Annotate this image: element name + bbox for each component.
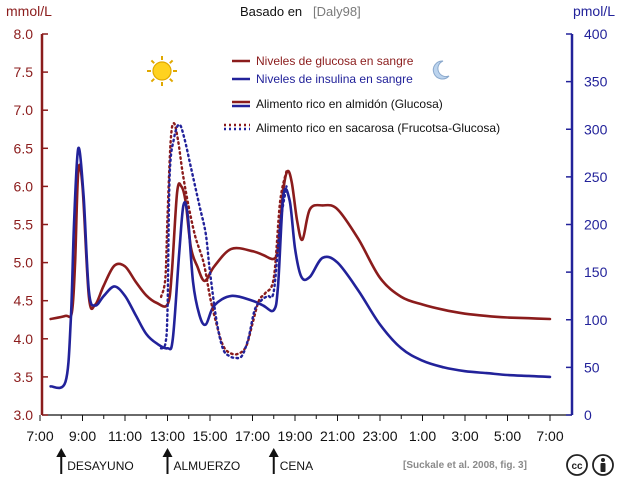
legend-label-starch: Alimento rico en almidón (Glucosa) bbox=[256, 97, 443, 111]
right-axis-unit: pmol/L bbox=[573, 3, 615, 19]
right-tick-label: 0 bbox=[584, 407, 592, 423]
right-tick-label: 200 bbox=[584, 217, 608, 233]
x-tick-label: 7:00 bbox=[536, 428, 563, 444]
left-tick-label: 6.5 bbox=[14, 140, 34, 156]
svg-text:cc: cc bbox=[571, 461, 583, 472]
x-tick-label: 5:00 bbox=[494, 428, 521, 444]
right-tick-label: 100 bbox=[584, 312, 608, 328]
meal-label: ALMUERZO bbox=[174, 459, 241, 473]
moon-icon bbox=[432, 60, 450, 80]
x-tick-label: 13:00 bbox=[150, 428, 185, 444]
meal-markers: DESAYUNO ALMUERZO CENA bbox=[56, 448, 313, 474]
chart-title: Basado en bbox=[240, 4, 302, 19]
left-tick-label: 5.5 bbox=[14, 217, 34, 233]
meal-label: DESAYUNO bbox=[67, 459, 133, 473]
left-tick-label: 3.0 bbox=[14, 407, 34, 423]
right-tick-label: 400 bbox=[584, 26, 608, 42]
right-tick-label: 150 bbox=[584, 264, 608, 280]
legend-label-sucrose: Alimento rico en sacarosa (Frucotsa-Gluc… bbox=[256, 121, 500, 135]
x-tick-label: 15:00 bbox=[192, 428, 227, 444]
legend-item-glucose: Niveles de glucosa en sangre bbox=[232, 54, 414, 68]
x-tick-label: 17:00 bbox=[235, 428, 270, 444]
left-tick-label: 7.0 bbox=[14, 102, 34, 118]
arrow-head bbox=[162, 448, 173, 457]
x-tick-label: 1:00 bbox=[409, 428, 436, 444]
x-tick-label: 11:00 bbox=[108, 428, 142, 444]
left-tick-label: 6.0 bbox=[14, 178, 34, 194]
legend-item-starch: Alimento rico en almidón (Glucosa) bbox=[232, 97, 443, 111]
series-layer bbox=[49, 122, 552, 390]
left-tick-label: 5.0 bbox=[14, 255, 34, 271]
meal-marker-cena: CENA bbox=[268, 448, 313, 474]
cc-icon: cc bbox=[566, 454, 588, 476]
legend-label-insulin: Niveles de insulina en sangre bbox=[256, 72, 413, 86]
right-tick-label: 50 bbox=[584, 359, 600, 375]
left-tick-label: 4.0 bbox=[14, 331, 34, 347]
meal-marker-desayuno: DESAYUNO bbox=[56, 448, 134, 474]
left-tick-label: 3.5 bbox=[14, 369, 34, 385]
chart-title-source: [Daly98] bbox=[313, 4, 361, 19]
left-tick-label: 7.5 bbox=[14, 64, 34, 80]
x-tick-label: 7:00 bbox=[26, 428, 53, 444]
sun-icon bbox=[147, 56, 177, 86]
x-tick-label: 19:00 bbox=[277, 428, 312, 444]
left-tick-label: 4.5 bbox=[14, 293, 34, 309]
meal-label: CENA bbox=[280, 459, 313, 473]
by-icon bbox=[592, 454, 614, 476]
x-tick-label: 23:00 bbox=[362, 428, 397, 444]
right-tick-label: 300 bbox=[584, 121, 608, 137]
insulin-starch-series-line bbox=[49, 146, 552, 390]
x-tick-label: 3:00 bbox=[451, 428, 478, 444]
citation: [Suckale et al. 2008, fig. 3] bbox=[403, 460, 527, 471]
left-axis-ticks: 3.0 3.5 4.0 4.5 5.0 5.5 6.0 6.5 7.0 7.5 8.0 bbox=[14, 26, 48, 423]
right-tick-label: 350 bbox=[584, 74, 608, 90]
right-axis-ticks: 0 50 100 150 200 250 300 350 400 bbox=[566, 26, 608, 423]
legend-item-sucrose: Alimento rico en sacarosa (Frucotsa-Gluc… bbox=[224, 121, 500, 135]
x-axis-ticks: 7:00 9:00 11:00 13:00 15:00 17:00 19:00 21:00 23… bbox=[26, 415, 564, 444]
x-tick-label: 21:00 bbox=[320, 428, 355, 444]
left-tick-label: 8.0 bbox=[14, 26, 34, 42]
x-tick-label: 9:00 bbox=[69, 428, 96, 444]
arrow-head bbox=[56, 448, 67, 457]
arrow-head bbox=[268, 448, 279, 457]
legend: Niveles de glucosa en sangre Niveles de … bbox=[224, 54, 500, 135]
insulin-sucrose-series-line bbox=[159, 123, 288, 360]
glucose-sucrose-series-line bbox=[159, 122, 288, 356]
meal-marker-almuerzo: ALMUERZO bbox=[162, 448, 241, 474]
right-tick-label: 250 bbox=[584, 169, 608, 185]
left-axis-unit: mmol/L bbox=[6, 3, 52, 19]
legend-item-insulin: Niveles de insulina en sangre bbox=[232, 72, 413, 86]
legend-label-glucose: Niveles de glucosa en sangre bbox=[256, 54, 414, 68]
